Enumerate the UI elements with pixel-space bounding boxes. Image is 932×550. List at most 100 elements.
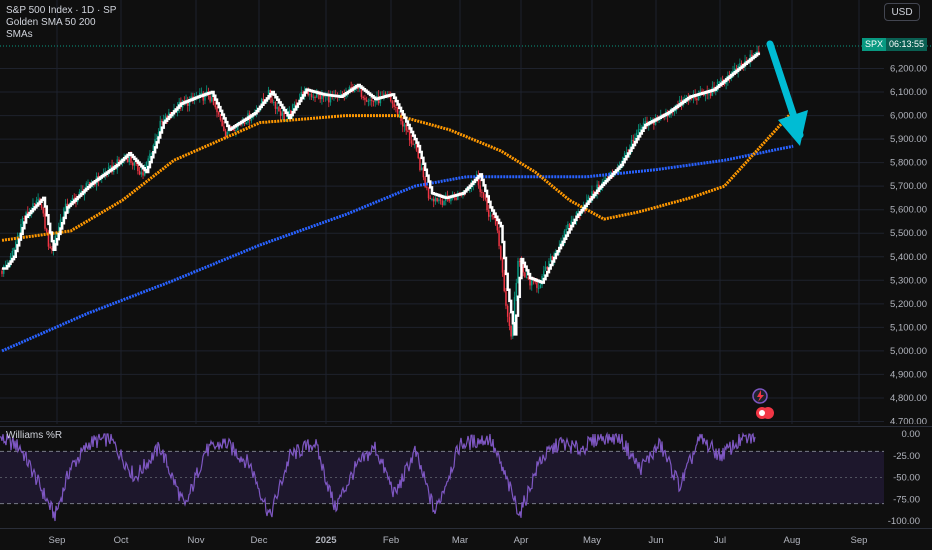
price-tick-label: 5,600.00 <box>890 205 927 216</box>
candle-body <box>379 96 382 104</box>
candle-body <box>739 63 741 66</box>
currency-button[interactable]: USD <box>884 3 920 21</box>
candle-body <box>87 182 89 184</box>
candle-body <box>278 107 280 112</box>
candle-body <box>632 139 634 141</box>
candle-body <box>140 172 143 175</box>
candle-body <box>393 103 395 107</box>
candle-body <box>637 129 640 133</box>
candle-body <box>479 185 481 193</box>
candle-body <box>596 184 598 195</box>
candle-body <box>291 104 294 116</box>
candle-body <box>279 111 282 116</box>
time-tick-label: 2025 <box>315 535 337 546</box>
candle-body <box>245 122 247 125</box>
candle-body <box>718 81 720 83</box>
price-tick-label: 6,100.00 <box>890 87 927 98</box>
candle-body <box>443 201 445 205</box>
candle-body <box>505 291 507 306</box>
candle-body <box>310 94 313 97</box>
candle-body <box>362 96 364 98</box>
candle-body <box>1 270 3 274</box>
candle-body <box>353 89 356 93</box>
candle-body <box>288 110 290 114</box>
candle-body <box>654 118 657 125</box>
candle-body <box>94 182 96 186</box>
candle-body <box>262 98 265 102</box>
candle-body <box>118 159 120 163</box>
candle-body <box>469 188 471 190</box>
wr-tick-label: -100.00 <box>888 516 920 527</box>
candle-body <box>604 178 607 181</box>
candle-body <box>422 167 425 178</box>
candle-body <box>235 129 237 132</box>
price-axis: 4,700.00 4,800.00 4,900.00 5,000.00 5,100.00… <box>890 64 927 425</box>
price-tick-label: 6,200.00 <box>890 64 927 75</box>
candlestick-series <box>1 45 760 340</box>
candle-body <box>405 124 407 131</box>
candle-body <box>524 272 526 278</box>
candle-body <box>61 218 63 220</box>
candle-body <box>364 97 366 100</box>
candle-body <box>438 199 440 202</box>
candle-body <box>324 96 327 98</box>
candle-body <box>273 101 275 103</box>
candle-body <box>491 215 493 217</box>
candle-body <box>219 114 222 120</box>
candle-body <box>644 121 647 123</box>
chart-legend: S&P 500 Index · 1D · SP Golden SMA 50 20… <box>6 5 116 41</box>
candle-body <box>260 98 263 107</box>
candle-body <box>436 197 438 202</box>
candle-body <box>209 96 211 102</box>
candle-body <box>721 79 724 82</box>
candle-body <box>51 248 53 250</box>
candle-body <box>513 297 516 321</box>
price-chart[interactable]: 4,700.00 4,800.00 4,900.00 5,000.00 5,100.00… <box>0 0 932 424</box>
candle-body <box>18 235 20 237</box>
candle-body <box>359 87 361 89</box>
williams-r-pane[interactable]: 0.00 -25.00 -50.00 -75.00 -100.00 <box>0 426 932 528</box>
candle-body <box>166 116 168 119</box>
candle-body <box>699 90 702 93</box>
candle-body <box>673 111 676 113</box>
candle-body <box>678 99 681 106</box>
candle-body <box>161 120 163 122</box>
candle-body <box>63 208 65 219</box>
candle-body <box>570 220 573 228</box>
time-tick-label: Sep <box>49 535 66 546</box>
candle-body <box>720 79 722 82</box>
candle-body <box>217 112 220 115</box>
candle-body <box>696 98 698 101</box>
candle-body <box>439 199 442 201</box>
price-tick-label: 5,800.00 <box>890 158 927 169</box>
candle-body <box>286 113 289 120</box>
candle-body <box>587 196 590 200</box>
candle-body <box>630 139 633 149</box>
candle-body <box>441 200 444 205</box>
candle-body <box>221 119 223 127</box>
price-tick-label: 4,700.00 <box>890 417 927 425</box>
candle-body <box>486 199 488 211</box>
price-tick-label: 5,400.00 <box>890 252 927 263</box>
candle-body <box>733 68 736 71</box>
candle-body <box>551 256 554 261</box>
candle-body <box>142 172 144 176</box>
candle-body <box>224 131 227 136</box>
candle-body <box>515 283 518 298</box>
candle-body <box>281 112 284 116</box>
candle-body <box>715 90 717 92</box>
candle-body <box>250 118 253 121</box>
candle-body <box>267 89 270 100</box>
candle-body <box>236 123 239 130</box>
candle-body <box>400 116 402 122</box>
candle-body <box>147 158 149 163</box>
candle-body <box>71 197 74 201</box>
candle-body <box>205 91 208 93</box>
candle-body <box>9 256 12 264</box>
candle-body <box>522 266 524 273</box>
lightning-icon[interactable] <box>752 388 768 404</box>
candle-body <box>527 277 530 280</box>
price-tick-label: 4,900.00 <box>890 369 927 380</box>
candle-body <box>314 96 316 98</box>
us-flag-icon[interactable] <box>756 407 774 419</box>
